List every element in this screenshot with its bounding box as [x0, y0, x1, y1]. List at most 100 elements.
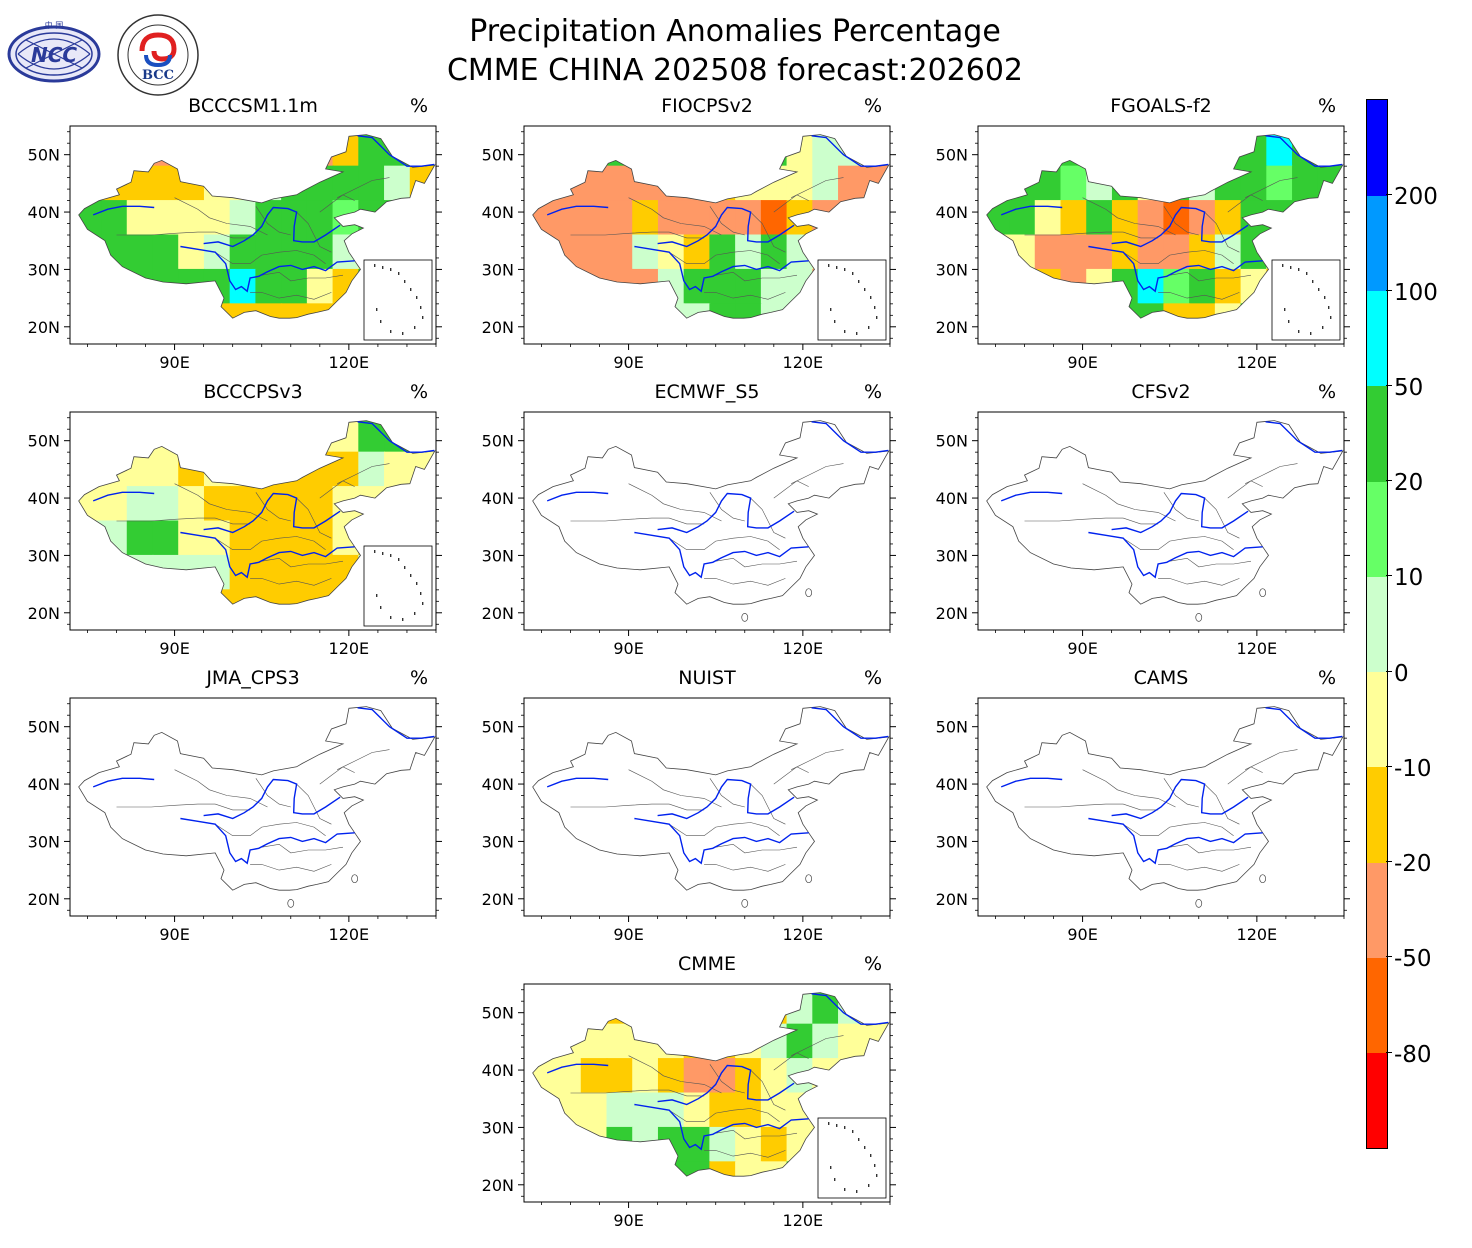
- field-cell: [580, 303, 608, 319]
- field-cell: [786, 992, 814, 1025]
- inset-island: [858, 280, 860, 283]
- river-line: [203, 206, 341, 248]
- inset-island: [390, 616, 392, 619]
- field-cell: [229, 165, 257, 202]
- river-line: [1265, 421, 1343, 453]
- province-boundary: [1158, 292, 1240, 300]
- field-cell: [555, 200, 582, 236]
- province-boundary: [1169, 843, 1252, 854]
- inset-island: [868, 1184, 870, 1187]
- field-cell: [178, 303, 205, 319]
- province-boundary: [1082, 197, 1176, 236]
- province-boundary: [715, 557, 798, 568]
- inset-island: [1284, 308, 1286, 311]
- river-line: [180, 245, 355, 293]
- inset-island: [870, 296, 872, 299]
- river-line: [180, 817, 355, 865]
- panel-unit: %: [1318, 667, 1337, 689]
- inset-island: [874, 306, 876, 309]
- field-cell: [555, 268, 582, 305]
- river-line: [634, 1103, 809, 1151]
- colorbar-label: 20: [1394, 470, 1424, 497]
- field-cell: [203, 268, 231, 305]
- inset-island: [390, 268, 392, 271]
- field-cell: [812, 134, 840, 167]
- province-boundary: [628, 197, 722, 236]
- field-cell: [1292, 134, 1319, 167]
- field-cell: [580, 134, 608, 167]
- map-frame: 50N 40N 30N 20N 90E 120E: [482, 411, 896, 658]
- field-cell: [606, 268, 634, 305]
- province-boundary: [1227, 480, 1263, 499]
- field-cell: [532, 134, 557, 167]
- colorbar-segment: [1367, 481, 1387, 577]
- field-cell: [606, 1161, 634, 1177]
- field-cell: [126, 200, 154, 236]
- inset-island: [1298, 268, 1300, 271]
- province-boundary: [1082, 769, 1176, 808]
- inset-island: [398, 272, 400, 275]
- lat-label: 40N: [936, 489, 968, 508]
- field-cell: [384, 420, 411, 453]
- field-cell: [152, 234, 180, 270]
- panel-unit: %: [410, 95, 429, 117]
- field-cell: [838, 200, 865, 236]
- field-cell: [1086, 200, 1113, 236]
- river-line: [92, 205, 155, 216]
- field-cell: [735, 134, 762, 167]
- field-cell: [1086, 303, 1113, 319]
- province-boundary: [1024, 517, 1159, 525]
- colorbar-label: 10: [1394, 565, 1424, 592]
- field-cell: [1292, 200, 1319, 236]
- inset-island: [1312, 280, 1314, 283]
- field-cell: [632, 1092, 659, 1128]
- inset-island: [858, 1138, 860, 1141]
- field-cell: [1060, 165, 1088, 202]
- field-cell: [709, 134, 737, 167]
- field-cell: [281, 134, 308, 167]
- colorbar-segment: [1367, 671, 1387, 768]
- river-line: [1000, 205, 1063, 216]
- river-line: [357, 421, 435, 453]
- panel-title: CMME: [677, 953, 737, 975]
- inset-island: [876, 1174, 878, 1177]
- field-cell: [229, 420, 257, 453]
- lat-label: 30N: [482, 546, 514, 565]
- panel-title: FIOCPSv2: [661, 95, 753, 117]
- inset-island: [414, 612, 416, 615]
- province-boundary: [261, 843, 344, 854]
- province-boundary: [773, 766, 809, 785]
- colorbar-segment: [1367, 862, 1387, 958]
- province-boundary: [1227, 194, 1263, 213]
- field-cell: [1240, 200, 1268, 236]
- field-cell: [786, 200, 814, 236]
- panel-jma-cps3: JMA_CPS3% 50N 40N 30N 20N 90E 120E: [0, 667, 460, 953]
- colorbar-tick: [1386, 1051, 1392, 1053]
- inset-island: [420, 306, 422, 309]
- lat-label: 20N: [482, 890, 514, 909]
- field-cell: [126, 554, 154, 591]
- field-cell: [555, 992, 582, 1025]
- province-boundary: [174, 197, 268, 236]
- inset-island: [856, 1190, 858, 1193]
- field-cell: [1060, 234, 1088, 270]
- map-frame: 50N 40N 30N 20N 90E 120E: [936, 411, 1350, 658]
- river-line: [357, 707, 435, 739]
- panel-cfsv2: CFSv2% 50N 40N 30N 20N 90E 120E: [908, 381, 1368, 667]
- lat-label: 50N: [28, 146, 60, 165]
- field-cell: [657, 234, 685, 270]
- field-cell: [306, 486, 334, 522]
- inset-island: [864, 288, 866, 291]
- field-cell: [178, 234, 205, 270]
- province-boundary: [116, 231, 251, 239]
- river-line: [1088, 531, 1263, 579]
- field-cell: [606, 200, 634, 236]
- field-cell: [1086, 134, 1113, 167]
- field-cell: [178, 420, 205, 453]
- field-cell: [281, 420, 308, 453]
- field-cell: [152, 520, 180, 556]
- field-cell: [1137, 165, 1165, 202]
- field-cell: [178, 268, 205, 305]
- colorbar-tick: [1386, 670, 1392, 672]
- inset-island: [834, 1178, 836, 1181]
